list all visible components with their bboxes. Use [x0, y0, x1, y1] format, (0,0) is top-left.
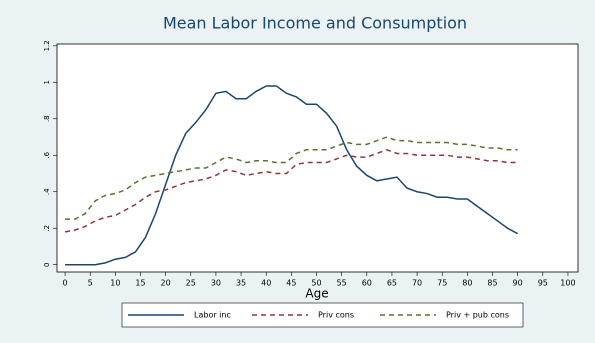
x-tick-label: 45 [286, 279, 296, 288]
x-tick-label: 60 [362, 279, 372, 288]
x-tick-label: 55 [337, 279, 347, 288]
x-tick-label: 5 [88, 279, 93, 288]
x-tick-label: 85 [487, 279, 497, 288]
y-tick-label: .6 [43, 151, 51, 158]
x-tick-label: 95 [538, 279, 548, 288]
series-line [65, 85, 519, 266]
y-tick-label: .2 [43, 225, 51, 232]
y-tick-label: 1 [43, 80, 51, 84]
legend-label: Labor inc [194, 311, 231, 320]
x-tick-label: 20 [161, 279, 171, 288]
x-tick-label: 50 [311, 279, 321, 288]
y-tick-label: .4 [43, 188, 51, 195]
series-line [65, 136, 518, 220]
plot-area [56, 43, 579, 273]
y-tick-label: 0 [43, 262, 51, 266]
legend-label: Priv cons [318, 311, 354, 320]
x-tick-label: 40 [261, 279, 271, 288]
x-tick-label: 80 [462, 279, 472, 288]
x-tick-label: 35 [236, 279, 246, 288]
x-tick-label: 25 [186, 279, 196, 288]
x-tick-label: 0 [62, 279, 67, 288]
chart-title: Mean Labor Income and Consumption [163, 14, 467, 33]
x-tick-label: 75 [437, 279, 447, 288]
x-tick-label: 15 [135, 279, 145, 288]
x-tick-label: 100 [560, 279, 575, 288]
legend-label: Priv + pub cons [446, 311, 509, 320]
y-tick-label: 1.2 [43, 40, 51, 51]
x-tick-label: 30 [211, 279, 221, 288]
series-line [64, 148, 518, 233]
x-axis-title: Age [305, 287, 328, 301]
legend [121, 302, 524, 328]
x-tick-label: 65 [387, 279, 397, 288]
x-tick-label: 90 [513, 279, 523, 288]
y-tick-label: .8 [43, 115, 51, 122]
x-tick-label: 70 [412, 279, 422, 288]
x-tick-label: 10 [110, 279, 120, 288]
